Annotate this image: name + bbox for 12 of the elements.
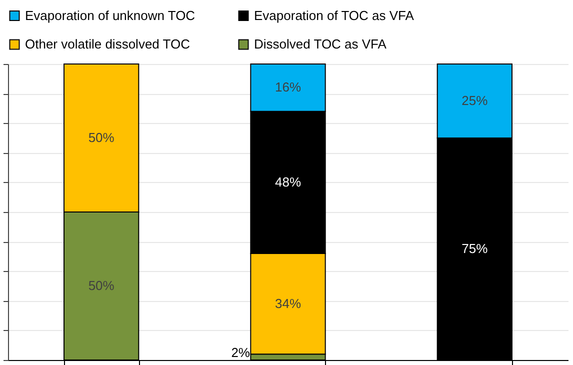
legend-label: Other volatile dissolved TOC xyxy=(25,36,190,52)
legend-label: Dissolved TOC as VFA xyxy=(254,36,387,52)
data-label: 25% xyxy=(462,93,488,108)
data-label: 2% xyxy=(231,345,250,360)
data-label: 48% xyxy=(274,174,302,190)
legend-label: Evaporation of TOC as VFA xyxy=(254,8,414,23)
data-label: 50% xyxy=(88,278,115,293)
data-label: 50% xyxy=(88,130,115,145)
data-label: 16% xyxy=(274,80,302,95)
legend-label: Evaporation of unknown TOC xyxy=(25,8,196,23)
data-label: 75% xyxy=(462,241,488,256)
data-label: 34% xyxy=(274,296,302,311)
